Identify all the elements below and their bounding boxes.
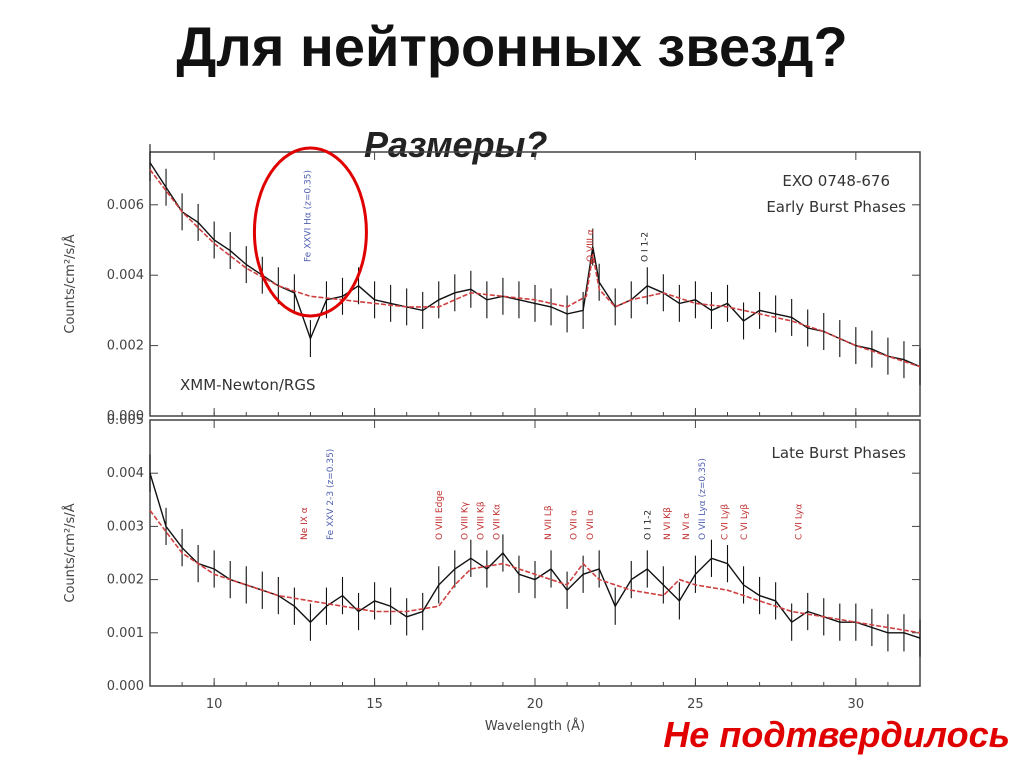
line-identification-label: Fe XXV 2-3 (z=0.35) bbox=[326, 449, 336, 540]
instrument-label: XMM-Newton/RGS bbox=[180, 376, 315, 394]
line-identification-label: Ne IX α bbox=[300, 507, 310, 540]
line-identification-label: O VIII α bbox=[586, 229, 596, 262]
line-identification-label: O I 1-2 bbox=[644, 510, 654, 540]
y-tick-label: 0.002 bbox=[107, 573, 144, 588]
line-identification-label: Fe XXVI Hα (z=0.35) bbox=[303, 170, 313, 262]
y-tick-label: 0.000 bbox=[107, 679, 144, 694]
y-axis-label: Counts/cm²/s/Å bbox=[62, 503, 78, 602]
phase-label: Early Burst Phases bbox=[766, 198, 906, 216]
line-identification-label: O VIII Kγ bbox=[461, 501, 471, 540]
x-tick-label: 20 bbox=[527, 697, 544, 712]
bottom-panel: 0.000 0.001 0.002 0.003 0.004 0.005 10 15 20 25 30… bbox=[62, 413, 921, 734]
line-identification-label: O VII Lyα (z=0.35) bbox=[698, 458, 708, 540]
conclusion-text: Не подтвердилось bbox=[663, 714, 1010, 755]
y-axis-label: Counts/cm²/s/Å bbox=[62, 234, 78, 333]
line-identification-label: N VII Lβ bbox=[544, 505, 554, 540]
y-tick-label: 0.001 bbox=[107, 626, 144, 641]
y-tick-label: 0.000 bbox=[107, 409, 144, 424]
x-tick-label: 30 bbox=[848, 697, 865, 712]
top-panel: 0.000 0.002 0.004 0.006 Counts/cm²/s/Å Fe XXV… bbox=[62, 144, 921, 424]
y-tick-label: 0.002 bbox=[107, 339, 144, 354]
x-tick-label: 25 bbox=[687, 697, 704, 712]
data-series-line bbox=[149, 162, 921, 368]
x-axis-label: Wavelength (Å) bbox=[485, 718, 585, 734]
y-tick-label: 0.005 bbox=[107, 413, 144, 428]
slide-subtitle: Размеры? bbox=[364, 124, 548, 165]
y-tick-label: 0.003 bbox=[107, 519, 144, 534]
y-tick-label: 0.006 bbox=[107, 198, 144, 213]
line-identification-label: O I 1-2 bbox=[640, 232, 650, 262]
line-identification-label: O VIII Kβ bbox=[477, 501, 487, 540]
line-identification-label: N VI Kβ bbox=[663, 507, 673, 540]
line-identification-label: O VII Kα bbox=[493, 504, 503, 540]
y-tick-label: 0.004 bbox=[107, 268, 144, 283]
line-identification-label: C VI Lyβ bbox=[740, 504, 750, 540]
slide-title: Для нейтронных звезд? bbox=[176, 15, 848, 78]
x-tick-label: 15 bbox=[366, 697, 383, 712]
model-series-line bbox=[149, 169, 921, 368]
highlight-circle bbox=[252, 146, 368, 318]
phase-label: Late Burst Phases bbox=[772, 444, 907, 462]
line-identification-label: O VIII Edge bbox=[435, 490, 445, 540]
y-tick-label: 0.004 bbox=[107, 466, 144, 481]
line-identification-label: N VI α bbox=[682, 513, 692, 540]
x-tick-label: 10 bbox=[206, 697, 223, 712]
line-identification-label: C VI Lyα bbox=[794, 504, 804, 540]
source-label: EXO 0748-676 bbox=[782, 172, 890, 190]
line-identification-label: O VII α bbox=[570, 510, 580, 540]
line-identification-label: C VI Lyβ bbox=[721, 504, 731, 540]
model-series-line bbox=[149, 509, 921, 634]
line-identification-label: O VII α bbox=[586, 510, 596, 540]
